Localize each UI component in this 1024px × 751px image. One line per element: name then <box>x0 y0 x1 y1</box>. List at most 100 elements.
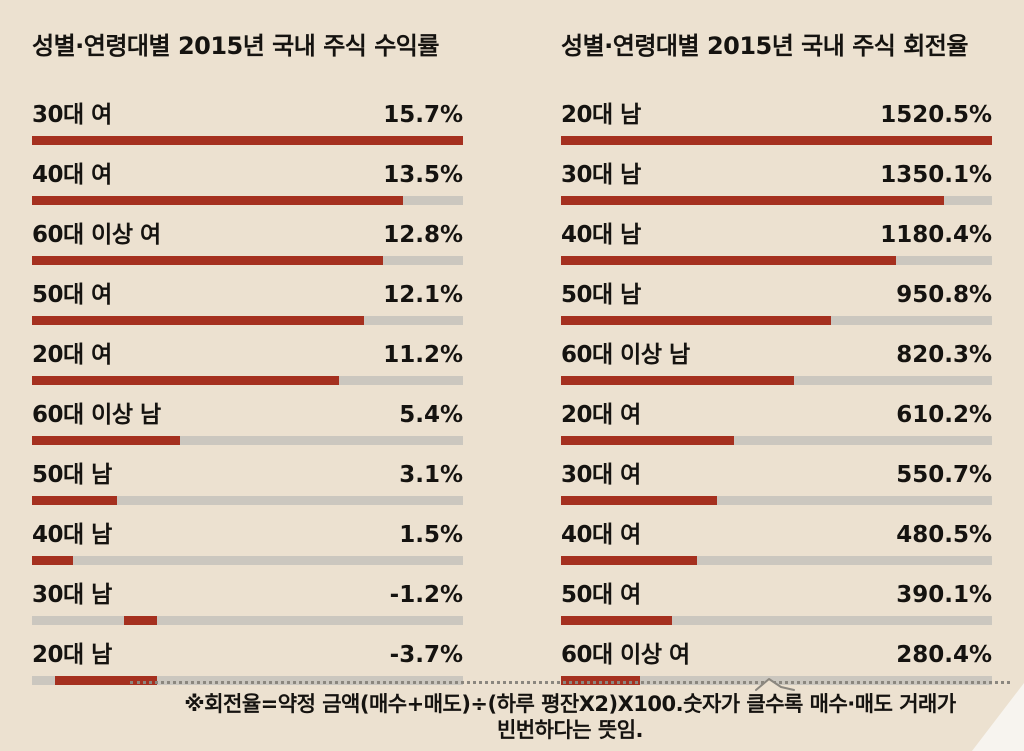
value-label: -3.7% <box>389 642 463 668</box>
bar-track <box>561 196 992 205</box>
category-label: 40대 남 <box>32 522 112 548</box>
bar-track <box>561 496 992 505</box>
value-label: 280.4% <box>896 642 992 668</box>
value-label: 12.8% <box>383 222 463 248</box>
chart-row: 50대 남 950.8% <box>561 268 992 328</box>
chart-title: 성별·연령대별 2015년 국내 주식 수익률 <box>32 32 439 60</box>
chart-title: 성별·연령대별 2015년 국내 주식 회전율 <box>561 32 968 60</box>
chart-returns: 성별·연령대별 2015년 국내 주식 수익률 30대 여 15.7% 40대 여 1… <box>32 26 463 688</box>
bar-fill <box>55 676 157 685</box>
category-label: 50대 여 <box>561 582 641 608</box>
value-label: -1.2% <box>389 582 463 608</box>
value-label: 550.7% <box>896 462 992 488</box>
charts-container: 성별·연령대별 2015년 국내 주식 수익률 30대 여 15.7% 40대 여 1… <box>32 26 992 688</box>
chart-turnover: 성별·연령대별 2015년 국내 주식 회전율 20대 남 1520.5% 30대 … <box>561 26 992 688</box>
chart-row: 60대 이상 남 820.3% <box>561 328 992 388</box>
bar-fill <box>561 196 944 205</box>
bar-fill <box>124 616 157 625</box>
value-label: 15.7% <box>383 102 463 128</box>
category-label: 60대 이상 여 <box>32 222 161 248</box>
bar-fill <box>32 496 118 505</box>
bar-fill <box>561 316 831 325</box>
chart-row: 20대 남 -3.7% <box>32 628 463 688</box>
bar-fill <box>32 196 403 205</box>
footnote: ※회전율=약정 금액(매수+매도)÷(하루 평잔X2)X100.숫자가 클수록 … <box>130 677 1010 744</box>
bar-track <box>561 616 992 625</box>
value-label: 610.2% <box>896 402 992 428</box>
chart-row: 50대 여 12.1% <box>32 268 463 328</box>
bar-fill <box>32 556 74 565</box>
chart-row: 30대 여 15.7% <box>32 88 463 148</box>
chart-row: 20대 여 11.2% <box>32 328 463 388</box>
chart-row: 30대 여 550.7% <box>561 448 992 508</box>
page-corner-decoration <box>972 683 1024 751</box>
category-label: 20대 남 <box>32 642 112 668</box>
bar-fill <box>561 376 794 385</box>
value-label: 390.1% <box>896 582 992 608</box>
category-label: 50대 남 <box>32 462 112 488</box>
bar-fill <box>32 436 181 445</box>
bar-fill <box>561 256 896 265</box>
footnote-line2: 빈번하다는 뜻임. <box>496 717 644 742</box>
bar-list: 30대 여 15.7% 40대 여 13.5% 60대 이상 여 12.8% 50대 여 12… <box>32 88 463 688</box>
bar-fill <box>561 436 734 445</box>
bar-track <box>32 196 463 205</box>
category-label: 20대 남 <box>561 102 641 128</box>
chart-row: 50대 여 390.1% <box>561 568 992 628</box>
bar-fill <box>32 256 384 265</box>
value-label: 5.4% <box>399 402 463 428</box>
bar-fill <box>32 136 463 145</box>
bar-fill <box>561 616 672 625</box>
bar-fill <box>32 316 365 325</box>
bar-track <box>32 136 463 145</box>
bar-fill <box>32 376 340 385</box>
chart-row: 60대 이상 남 5.4% <box>32 388 463 448</box>
footnote-line1: ※회전율=약정 금액(매수+매도)÷(하루 평잔X2)X100.숫자가 클수록 … <box>184 691 956 716</box>
bar-track <box>32 316 463 325</box>
category-label: 20대 여 <box>561 402 641 428</box>
chart-row: 20대 여 610.2% <box>561 388 992 448</box>
category-label: 60대 이상 여 <box>561 642 690 668</box>
bar-track <box>561 376 992 385</box>
chart-row: 40대 남 1180.4% <box>561 208 992 268</box>
bar-track <box>32 616 463 625</box>
value-label: 11.2% <box>383 342 463 368</box>
bar-track <box>32 436 463 445</box>
chart-row: 40대 여 13.5% <box>32 148 463 208</box>
category-label: 50대 남 <box>561 282 641 308</box>
value-label: 1.5% <box>399 522 463 548</box>
category-label: 40대 남 <box>561 222 641 248</box>
category-label: 30대 남 <box>561 162 641 188</box>
bar-track <box>32 376 463 385</box>
category-label: 30대 여 <box>561 462 641 488</box>
bar-track <box>561 556 992 565</box>
chart-row: 60대 이상 여 12.8% <box>32 208 463 268</box>
bar-fill <box>561 556 698 565</box>
chart-row: 40대 남 1.5% <box>32 508 463 568</box>
category-label: 20대 여 <box>32 342 112 368</box>
value-label: 480.5% <box>896 522 992 548</box>
value-label: 12.1% <box>383 282 463 308</box>
bar-track <box>561 316 992 325</box>
value-label: 13.5% <box>383 162 463 188</box>
bar-fill <box>561 136 992 145</box>
value-label: 1180.4% <box>880 222 992 248</box>
bar-track <box>32 556 463 565</box>
category-label: 60대 이상 남 <box>561 342 690 368</box>
category-label: 30대 남 <box>32 582 112 608</box>
category-label: 40대 여 <box>32 162 112 188</box>
chart-row: 60대 이상 여 280.4% <box>561 628 992 688</box>
value-label: 3.1% <box>399 462 463 488</box>
bar-list: 20대 남 1520.5% 30대 남 1350.1% 40대 남 1180.4% 50대 … <box>561 88 992 688</box>
bar-track <box>32 496 463 505</box>
chart-row: 30대 남 1350.1% <box>561 148 992 208</box>
bar-track <box>561 436 992 445</box>
chart-row: 30대 남 -1.2% <box>32 568 463 628</box>
category-label: 30대 여 <box>32 102 112 128</box>
value-label: 1520.5% <box>880 102 992 128</box>
bar-track <box>561 136 992 145</box>
chart-row: 40대 여 480.5% <box>561 508 992 568</box>
chart-row: 20대 남 1520.5% <box>561 88 992 148</box>
bar-track <box>32 256 463 265</box>
category-label: 50대 여 <box>32 282 112 308</box>
